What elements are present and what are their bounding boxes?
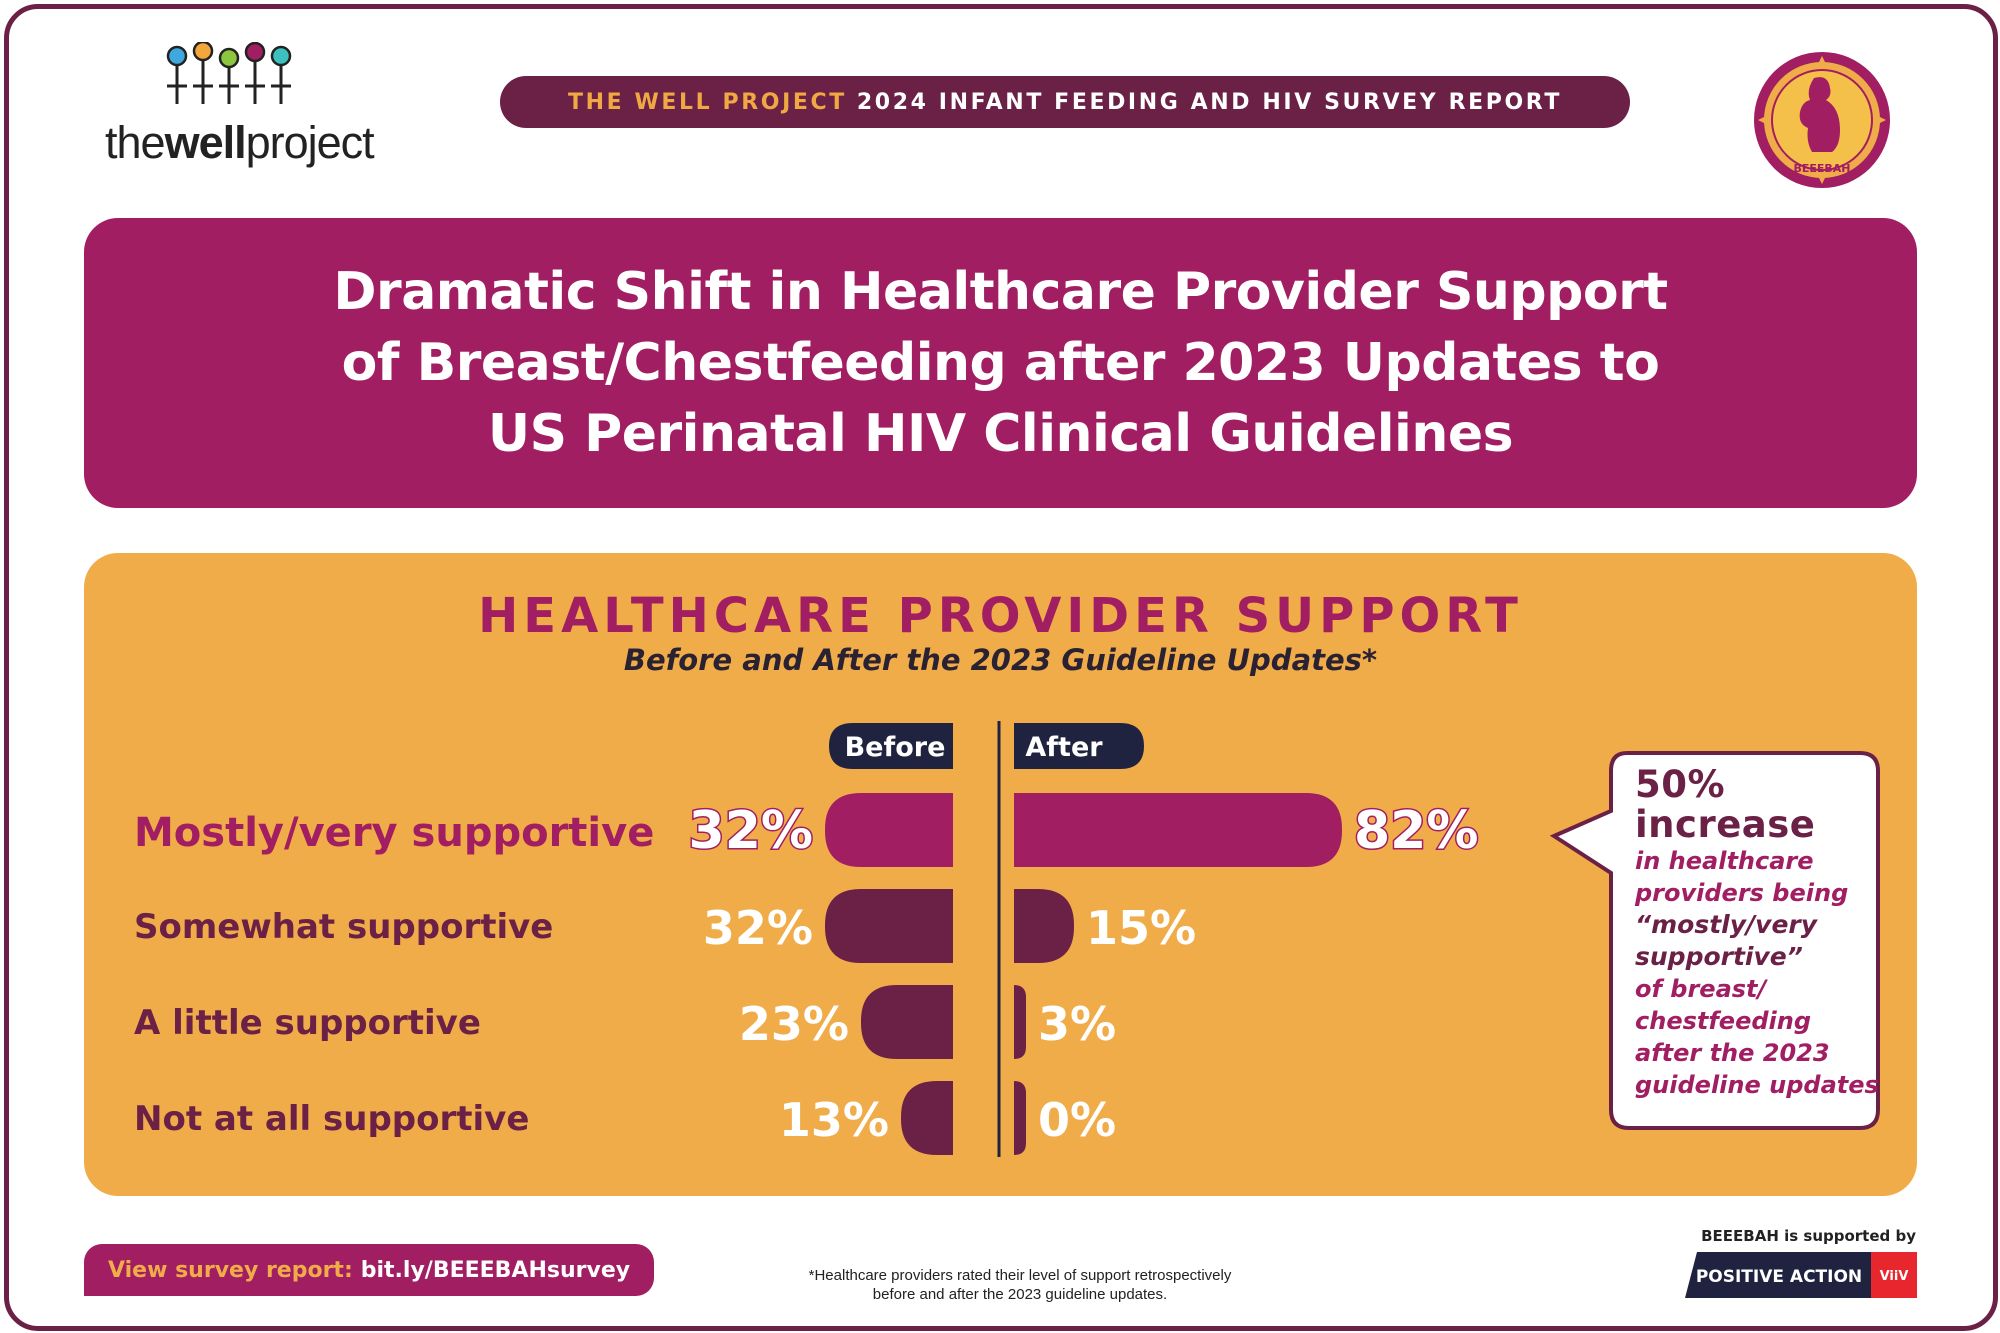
logo-figures-icon [166, 42, 292, 104]
title-line-3: US Perinatal HIV Clinical Guidelines [487, 403, 1514, 464]
badge-label: BEEEBAH [1793, 162, 1850, 175]
after-value-label: 82% [1354, 801, 1478, 861]
before-bar [861, 985, 953, 1059]
callout-line: chestfeeding [1635, 1007, 1812, 1035]
after-value-label: 15% [1086, 901, 1196, 955]
callout-line-strong: supportive” [1635, 942, 1803, 971]
before-bar [901, 1081, 953, 1155]
survey-link-url[interactable]: bit.ly/BEEEBAHsurvey [360, 1257, 631, 1283]
footnote-line-1: *Healthcare providers rated their level … [808, 1267, 1232, 1284]
survey-banner-text: 2024 INFANT FEEDING AND HIV SURVEY REPOR… [856, 89, 1562, 115]
before-value-label: 32% [703, 901, 813, 955]
title-line-1: Dramatic Shift in Healthcare Provider Su… [333, 261, 1668, 322]
survey-link-label: View survey report: [108, 1257, 353, 1283]
chart-subtitle: Before and After the 2023 Guideline Upda… [623, 643, 1378, 677]
title-line-2: of Breast/Chestfeeding after 2023 Update… [341, 332, 1660, 393]
increase-callout: 50% increase in healthcare providers bei… [1549, 751, 1880, 1130]
after-bar [1014, 985, 1026, 1059]
after-bar [1014, 793, 1342, 867]
chart-title: HEALTHCARE PROVIDER SUPPORT [478, 588, 1523, 644]
after-value-label: 3% [1038, 997, 1116, 1051]
survey-banner-accent: THE WELL PROJECT [568, 89, 847, 115]
callout-line: guideline updates [1635, 1071, 1879, 1099]
callout-line: of breast/ [1635, 975, 1767, 1003]
footnote: *Healthcare providers rated their level … [700, 1266, 1340, 1304]
sponsor-name: POSITIVE ACTION [1696, 1267, 1862, 1287]
before-value-label: 23% [739, 997, 849, 1051]
before-value-label: 13% [779, 1093, 889, 1147]
survey-report-banner: THE WELL PROJECT 2024 INFANT FEEDING AND… [500, 76, 1630, 128]
before-header-pill [829, 723, 953, 769]
title-panel: Dramatic Shift in Healthcare Provider Su… [84, 218, 1917, 508]
before-header-label: Before [845, 732, 946, 763]
callout-text: 50% increase in healthcare providers bei… [1635, 763, 1879, 1101]
before-value-label: 32% [689, 801, 813, 861]
callout-line: providers being [1635, 879, 1849, 907]
callout-line: in healthcare [1635, 847, 1814, 875]
after-header-label: After [1025, 732, 1103, 763]
callout-percent: 50% [1635, 763, 1726, 806]
footnote-line-2: before and after the 2023 guideline upda… [872, 1286, 1168, 1303]
callout-line: after the 2023 [1635, 1039, 1830, 1067]
chart-panel: HEALTHCARE PROVIDER SUPPORT Before and A… [84, 553, 1917, 1196]
survey-report-link[interactable]: View survey report: bit.ly/BEEEBAHsurvey [84, 1244, 654, 1296]
supported-by-label: BEEEBAH is supported by [1701, 1227, 1916, 1245]
callout-line-strong: “mostly/very [1635, 910, 1818, 939]
well-project-logo: thewellproject [105, 42, 395, 172]
category-label: Somewhat supportive [134, 907, 553, 947]
after-bar [1014, 889, 1074, 963]
after-bar [1014, 1081, 1026, 1155]
beeebah-badge-icon: BEEEBAH [1754, 52, 1890, 188]
category-label: Mostly/very supportive [134, 810, 654, 856]
positive-action-logo-icon: POSITIVE ACTION ViiV [1685, 1252, 1917, 1298]
callout-increase: increase [1635, 803, 1816, 846]
page-title: Dramatic Shift in Healthcare Provider Su… [301, 257, 1701, 470]
after-value-label: 0% [1038, 1093, 1116, 1147]
callout-bubble-icon [1549, 751, 1880, 1130]
category-label: Not at all supportive [134, 1099, 529, 1139]
logo-wordmark: thewellproject [105, 117, 375, 168]
before-bar [825, 793, 953, 867]
support-chart: Before After Mostly/very supportive 32% 82% S… [134, 721, 1480, 1157]
before-bar [825, 889, 953, 963]
category-label: A little supportive [134, 1003, 481, 1043]
sponsor-mark: ViiV [1880, 1269, 1909, 1284]
after-header-pill [1014, 723, 1144, 769]
